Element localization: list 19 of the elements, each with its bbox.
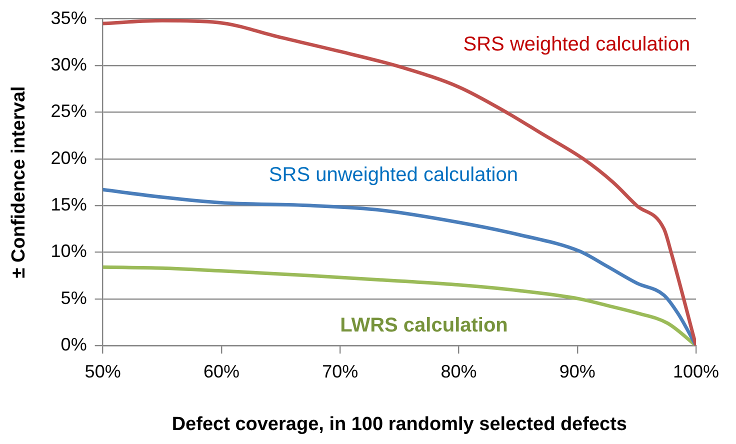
y-tick-label: 15% [50, 194, 87, 215]
x-tick-label: 100% [672, 361, 720, 382]
series-label: LWRS calculation [340, 314, 508, 337]
x-axis-title: Defect coverage, in 100 randomly selected defects [172, 414, 627, 435]
x-tick-label: 60% [203, 361, 240, 382]
series-label: SRS weighted calculation [463, 33, 690, 56]
y-tick-label: 30% [50, 54, 87, 74]
x-tick-label: 80% [440, 361, 477, 382]
y-tick-label: 5% [60, 288, 87, 308]
series-label: SRS unweighted calculation [268, 164, 518, 186]
x-tick-label: 70% [322, 361, 358, 382]
x-tick-label: 50% [84, 361, 121, 382]
y-tick-label: 35% [50, 8, 87, 28]
x-tick-label: 90% [559, 361, 596, 382]
y-axis-title: ± Confidence interval [8, 86, 30, 278]
y-tick-label: 25% [50, 101, 87, 122]
y-tick-label: 10% [50, 241, 87, 262]
y-tick-label: 0% [60, 334, 87, 355]
y-tick-label: 20% [50, 148, 87, 168]
